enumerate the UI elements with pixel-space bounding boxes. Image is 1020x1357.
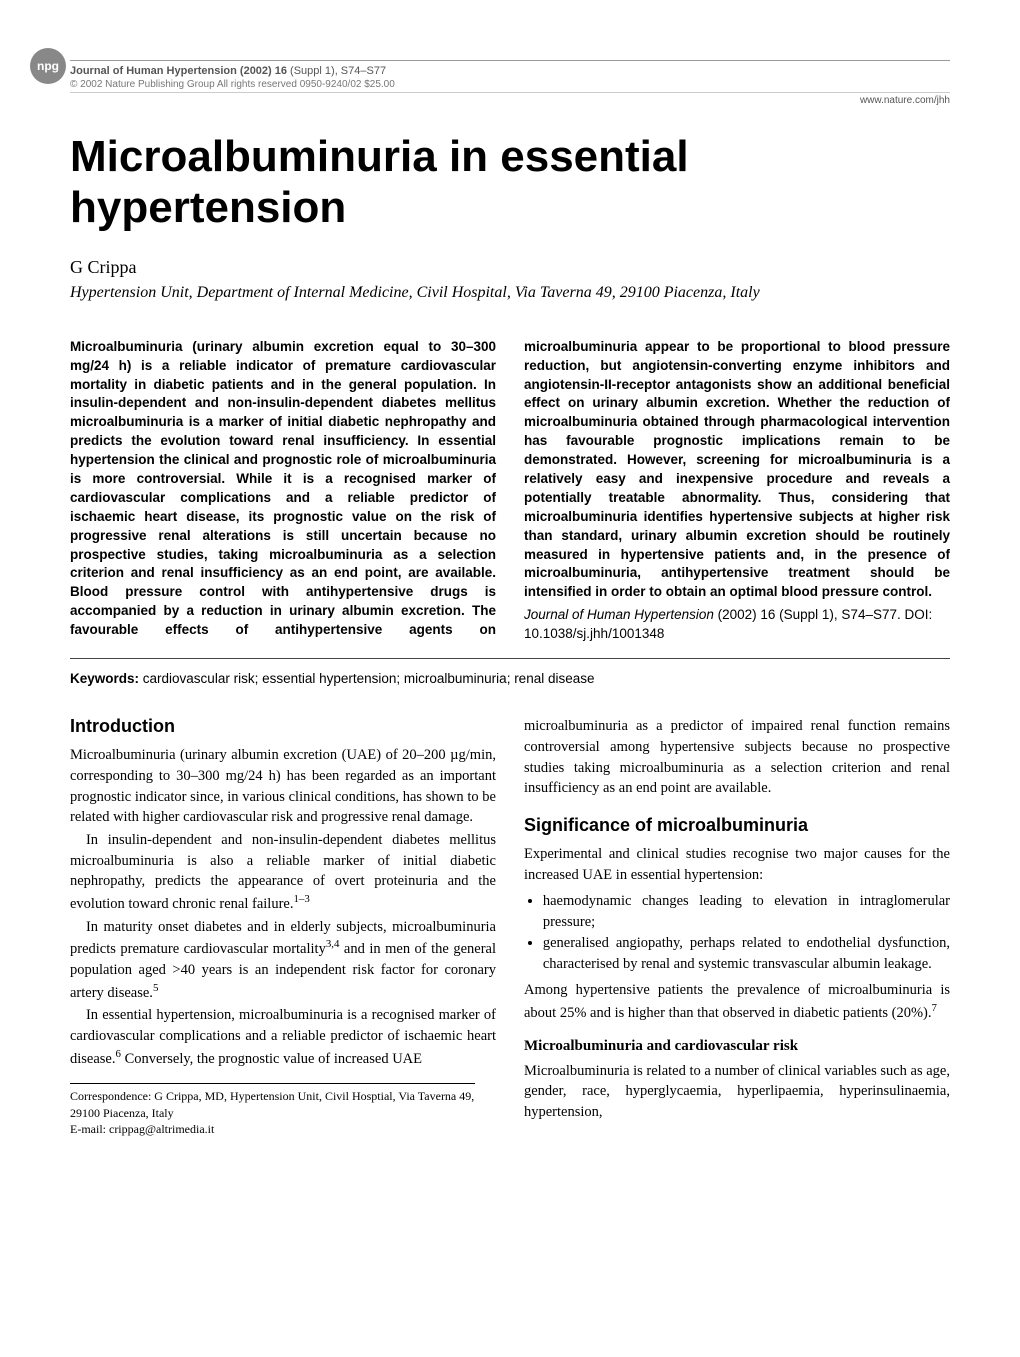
sig-bullet-1: haemodynamic changes leading to elevatio… — [543, 891, 950, 932]
keywords-label: Keywords: — [70, 671, 139, 686]
journal-header: Journal of Human Hypertension (2002) 16 … — [70, 65, 950, 77]
section-heading-significance: Significance of microalbuminuria — [524, 815, 950, 836]
body-columns: Introduction Microalbuminuria (urinary a… — [70, 716, 950, 1296]
ref-3-4: 3,4 — [326, 938, 340, 950]
keywords-row: Keywords: cardiovascular risk; essential… — [70, 671, 950, 686]
intro-p5: microalbuminuria as a predictor of impai… — [524, 716, 950, 799]
header-rule — [70, 60, 950, 61]
abstract-text: Microalbuminuria (urinary albumin excret… — [70, 338, 950, 644]
abstract-block: Microalbuminuria (urinary albumin excret… — [70, 338, 950, 659]
intro-p4: In essential hypertension, microalbuminu… — [70, 1005, 496, 1069]
intro-p2: In insulin-dependent and non-insulin-dep… — [70, 830, 496, 915]
subheading-cv-risk: Microalbuminuria and cardiovascular risk — [524, 1038, 950, 1055]
sig-bullet-2: generalised angiopathy, perhaps related … — [543, 933, 950, 974]
ref-7: 7 — [932, 1002, 937, 1014]
correspondence-block: Correspondence: G Crippa, MD, Hypertensi… — [70, 1083, 475, 1137]
author-name: G Crippa — [70, 257, 950, 278]
article-title: Microalbuminuria in essential hypertensi… — [70, 132, 950, 233]
author-affiliation: Hypertension Unit, Department of Interna… — [70, 282, 950, 304]
cvrisk-p1: Microalbuminuria is related to a number … — [524, 1061, 950, 1123]
journal-title: Journal of Human Hypertension (2002) 16 — [70, 65, 287, 77]
ref-5: 5 — [153, 982, 158, 994]
publisher-logo: npg — [30, 48, 66, 84]
intro-p1: Microalbuminuria (urinary albumin excret… — [70, 745, 496, 828]
website-line: www.nature.com/jhh — [70, 92, 950, 106]
sig-bullet-list: haemodynamic changes leading to elevatio… — [524, 891, 950, 974]
citation-journal: Journal of Human Hypertension — [524, 607, 714, 622]
sig-p1: Experimental and clinical studies recogn… — [524, 844, 950, 885]
correspondence-address: Correspondence: G Crippa, MD, Hypertensi… — [70, 1088, 475, 1120]
copyright-line: © 2002 Nature Publishing Group All right… — [70, 79, 950, 90]
sig-p2: Among hypertensive patients the prevalen… — [524, 980, 950, 1023]
section-heading-introduction: Introduction — [70, 716, 496, 737]
keywords-text: cardiovascular risk; essential hypertens… — [139, 671, 594, 686]
abstract-citation: Journal of Human Hypertension (2002) 16 … — [524, 606, 950, 644]
intro-p3: In maturity onset diabetes and in elderl… — [70, 917, 496, 1004]
correspondence-email: E-mail: crippag@altrimedia.it — [70, 1121, 475, 1137]
issue-pages: (Suppl 1), S74–S77 — [287, 65, 386, 77]
ref-1-3: 1–3 — [293, 893, 309, 905]
